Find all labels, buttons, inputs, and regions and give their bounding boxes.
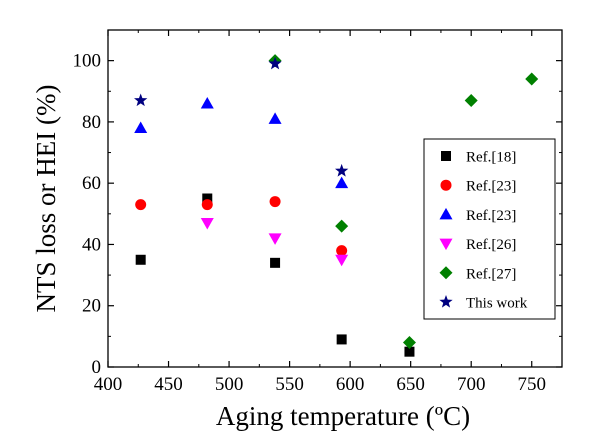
data-point-diamond bbox=[402, 335, 416, 349]
data-point-circle bbox=[336, 245, 348, 257]
x-tick-label: 700 bbox=[457, 374, 486, 395]
data-point-diamond bbox=[335, 219, 349, 233]
legend-label: Ref.[26] bbox=[466, 237, 516, 253]
x-tick-label: 750 bbox=[517, 374, 546, 395]
data-point-star bbox=[335, 163, 349, 177]
legend-label: This work bbox=[466, 296, 528, 312]
data-point-circle bbox=[201, 199, 213, 211]
x-tick-label: 500 bbox=[215, 374, 244, 395]
y-tick-label: 40 bbox=[82, 234, 101, 255]
data-point-diamond bbox=[464, 93, 478, 107]
data-point-triangle-down bbox=[200, 218, 214, 230]
y-tick-label: 80 bbox=[82, 112, 101, 133]
data-point-circle bbox=[135, 199, 147, 211]
data-point-square bbox=[404, 346, 415, 357]
data-point-triangle-down bbox=[268, 233, 282, 245]
x-tick-label: 600 bbox=[336, 374, 365, 395]
x-tick-label: 650 bbox=[396, 374, 425, 395]
data-point-circle bbox=[269, 196, 281, 208]
data-point-star bbox=[268, 56, 282, 70]
legend-marker-star bbox=[439, 295, 453, 308]
x-tick-label: 550 bbox=[275, 374, 304, 395]
y-tick-label: 100 bbox=[73, 51, 102, 72]
y-axis-title: NTS loss or HEI (%) bbox=[31, 85, 61, 313]
legend-marker-triangle-down bbox=[439, 238, 453, 251]
legend-marker-square bbox=[441, 151, 451, 161]
legend-marker-triangle-up bbox=[439, 207, 453, 220]
y-tick-label: 60 bbox=[82, 173, 101, 194]
data-point-square bbox=[270, 257, 281, 268]
legend-marker-circle bbox=[440, 179, 452, 191]
legend-label: Ref.[23] bbox=[466, 179, 516, 195]
legend-label: Ref.[18] bbox=[466, 150, 516, 166]
data-point-star bbox=[134, 93, 148, 107]
x-axis-title: Aging temperature (ºC) bbox=[216, 401, 470, 431]
data-point-square bbox=[336, 334, 347, 345]
data-point-square bbox=[202, 193, 213, 204]
plot-frame bbox=[107, 29, 563, 368]
y-tick-label: 20 bbox=[82, 296, 101, 317]
x-tick-label: 400 bbox=[94, 374, 123, 395]
data-point-triangle-up bbox=[134, 121, 148, 134]
data-point-triangle-down bbox=[335, 254, 349, 267]
data-point-triangle-up bbox=[200, 97, 214, 109]
legend-box bbox=[423, 138, 556, 320]
data-point-triangle-up bbox=[268, 112, 282, 124]
legend-label: Ref.[27] bbox=[466, 266, 516, 282]
y-tick-label: 0 bbox=[92, 357, 102, 378]
legend-label: Ref.[23] bbox=[466, 208, 516, 224]
data-point-triangle-up bbox=[335, 176, 349, 189]
x-tick-label: 450 bbox=[154, 374, 183, 395]
legend-marker-diamond bbox=[439, 266, 453, 280]
data-point-square bbox=[135, 254, 146, 265]
data-point-diamond bbox=[525, 72, 539, 86]
